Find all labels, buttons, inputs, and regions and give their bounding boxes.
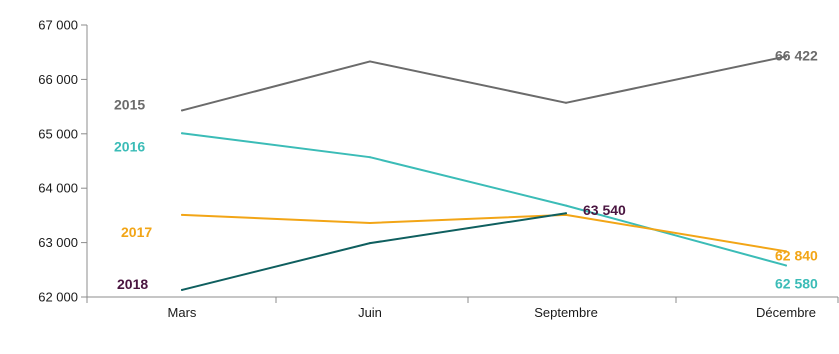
series-name-label-2015: 2015 — [114, 96, 145, 112]
x-tick-label: Mars — [168, 305, 197, 320]
y-tick-label: 66 000 — [38, 72, 78, 87]
data-point-2015 — [369, 60, 371, 63]
series-end-label-2018: 63 540 — [583, 202, 626, 218]
data-point-2015 — [565, 101, 567, 104]
data-point-2018 — [369, 242, 371, 245]
data-point-2015 — [785, 55, 787, 58]
series-name-label-2016: 2016 — [114, 138, 145, 154]
data-point-2016 — [565, 204, 567, 207]
series-name-label-2017: 2017 — [121, 224, 152, 240]
data-point-2017 — [785, 250, 787, 253]
y-tick-label: 62 000 — [38, 290, 78, 305]
series-end-label-2016: 62 580 — [775, 275, 818, 291]
series-end-label-2017: 62 840 — [775, 247, 818, 263]
data-point-2016 — [181, 132, 183, 135]
data-point-2018 — [181, 288, 183, 291]
data-point-2018 — [565, 212, 567, 215]
series-end-label-2015: 66 422 — [775, 47, 818, 63]
data-point-2017 — [369, 222, 371, 225]
y-tick-label: 63 000 — [38, 235, 78, 250]
x-tick-label: Juin — [358, 305, 382, 320]
y-tick-label: 65 000 — [38, 126, 78, 141]
series-line-2015 — [181, 55, 787, 112]
data-point-2016 — [785, 264, 787, 267]
y-tick-label: 67 000 — [38, 18, 78, 33]
series-line-2016 — [181, 132, 787, 267]
x-tick-label: Décembre — [756, 305, 816, 320]
data-point-2016 — [369, 156, 371, 159]
series-name-label-2018: 2018 — [117, 276, 148, 292]
x-tick-label: Septembre — [534, 305, 598, 320]
data-point-2015 — [181, 109, 183, 112]
series-line-2017 — [181, 213, 787, 253]
y-tick-label: 64 000 — [38, 181, 78, 196]
data-point-2017 — [565, 213, 567, 216]
series-line-2018 — [181, 212, 567, 291]
data-point-2017 — [181, 213, 183, 216]
